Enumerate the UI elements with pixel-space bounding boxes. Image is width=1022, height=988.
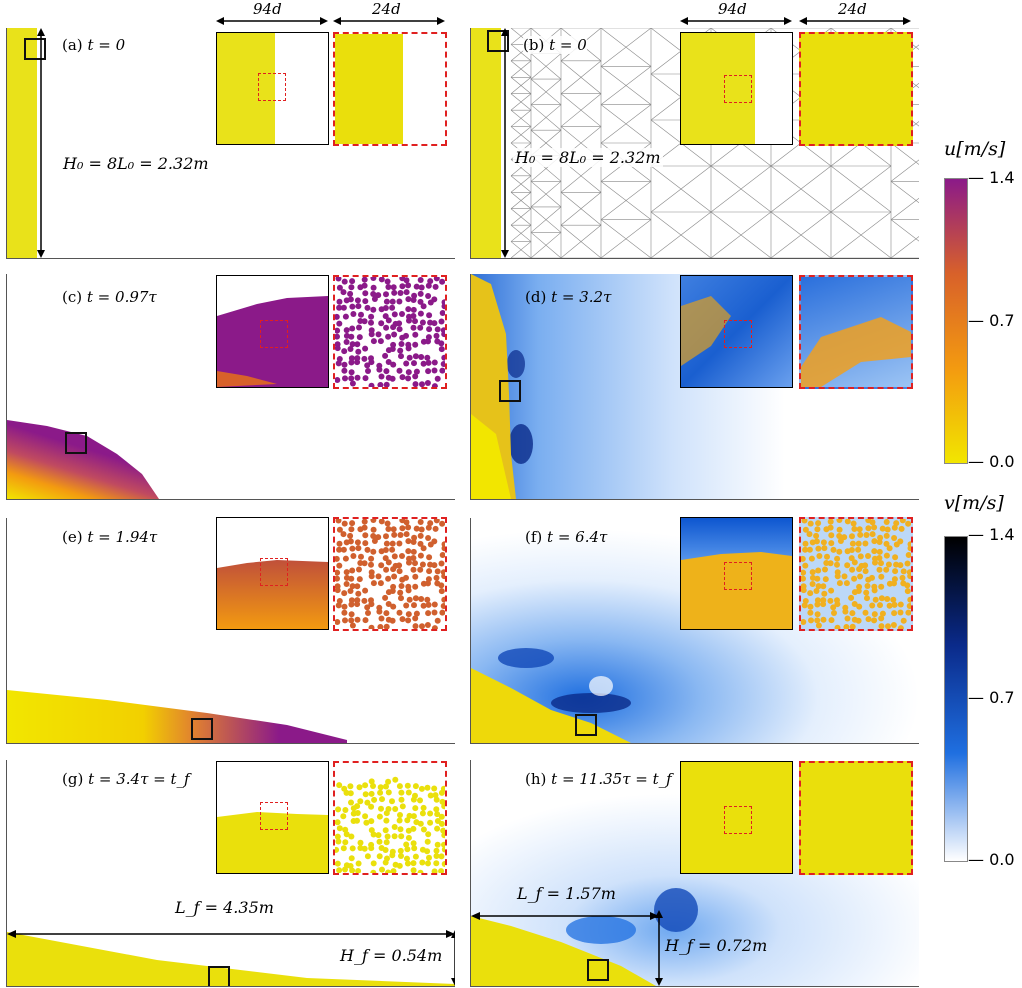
inset-24d — [333, 32, 447, 146]
panel-label: (d) t = 3.2τ — [525, 288, 612, 306]
scale-arrow-24d — [333, 17, 445, 25]
inset-24d — [333, 761, 447, 875]
inset-24d — [799, 275, 913, 389]
red-zoom-box — [724, 75, 752, 103]
scale-arrow-94d — [680, 17, 792, 25]
final-height-label: H_f = 0.72m — [665, 936, 768, 955]
inset-24d — [799, 517, 913, 631]
inset-94d — [216, 32, 329, 145]
height-arrow — [37, 28, 45, 258]
final-height-arrow — [655, 910, 663, 986]
panel-label: (f) t = 6.4τ — [525, 528, 608, 546]
granular-flow — [7, 690, 347, 743]
granular-flow — [7, 420, 159, 499]
initial-height-label: H₀ = 8L₀ = 2.32m — [513, 148, 663, 167]
panel-label: (e) t = 1.94τ — [62, 528, 158, 546]
red-zoom-box — [724, 562, 752, 590]
final-height-label: H_f = 0.54m — [340, 946, 443, 965]
red-zoom-box — [260, 558, 288, 586]
scale-label-94d: 94d — [253, 0, 282, 18]
scale-arrow-94d — [216, 17, 328, 25]
colorbar-u-tick-mid: — 0.7 — [968, 311, 1015, 330]
colorbar-u-tick-max: — 1.4 — [968, 168, 1015, 187]
colorbar-u — [944, 178, 968, 464]
panel-label: (b) t = 0 — [523, 36, 587, 54]
runout-length-label: L_f = 1.57m — [517, 884, 616, 903]
zoom-marker — [499, 380, 521, 402]
inset-94d — [680, 517, 793, 630]
panel-label: (h) t = 11.35τ = t_f — [525, 770, 672, 788]
final-height-arrow — [451, 930, 455, 986]
colorbar-v — [944, 536, 968, 862]
colorbar-v-tick-max: — 1.4 — [968, 525, 1015, 544]
height-arrow — [501, 28, 509, 258]
granular-column — [471, 28, 501, 258]
panel-label: (c) t = 0.97τ — [62, 288, 157, 306]
inset-94d — [216, 761, 329, 874]
colorbar-u-tick-min: — 0.0 — [968, 452, 1015, 471]
colorbar-u-title: u[m/s] — [944, 138, 1006, 160]
inset-94d — [680, 761, 793, 874]
initial-height-label: H₀ = 8L₀ = 2.32m — [63, 154, 209, 173]
runout-length-arrow — [7, 930, 455, 938]
red-zoom-box — [260, 802, 288, 830]
zoom-marker — [575, 714, 597, 736]
scale-label-94d: 94d — [718, 0, 747, 18]
panel-label: (a) t = 0 — [62, 36, 126, 54]
colorbar-v-tick-mid: — 0.7 — [968, 688, 1015, 707]
inset-94d — [680, 32, 793, 145]
zoom-marker — [24, 38, 46, 60]
red-zoom-box — [724, 320, 752, 348]
zoom-marker — [65, 432, 87, 454]
colorbar-v-tick-min: — 0.0 — [968, 850, 1015, 869]
zoom-marker — [208, 966, 230, 986]
inset-24d — [333, 517, 447, 631]
red-zoom-box — [724, 806, 752, 834]
red-zoom-box — [260, 320, 288, 348]
inset-24d — [799, 32, 913, 146]
red-zoom-box — [258, 73, 286, 101]
runout-length-label: L_f = 4.35m — [175, 898, 274, 917]
zoom-marker — [191, 718, 213, 740]
inset-94d — [216, 517, 329, 630]
colorbar-v-title: v[m/s] — [944, 492, 1004, 514]
inset-24d — [799, 761, 913, 875]
inset-24d — [333, 275, 447, 389]
inset-94d — [216, 275, 329, 388]
panel-label: (g) t = 3.4τ = t_f — [62, 770, 190, 788]
scale-label-24d: 24d — [838, 0, 867, 18]
zoom-marker — [487, 30, 509, 52]
scale-label-24d: 24d — [372, 0, 401, 18]
runout-length-arrow — [471, 912, 659, 920]
inset-94d — [680, 275, 793, 388]
scale-arrow-24d — [799, 17, 911, 25]
granular-deposit — [7, 932, 455, 986]
granular-column — [7, 28, 37, 258]
zoom-marker — [587, 959, 609, 981]
